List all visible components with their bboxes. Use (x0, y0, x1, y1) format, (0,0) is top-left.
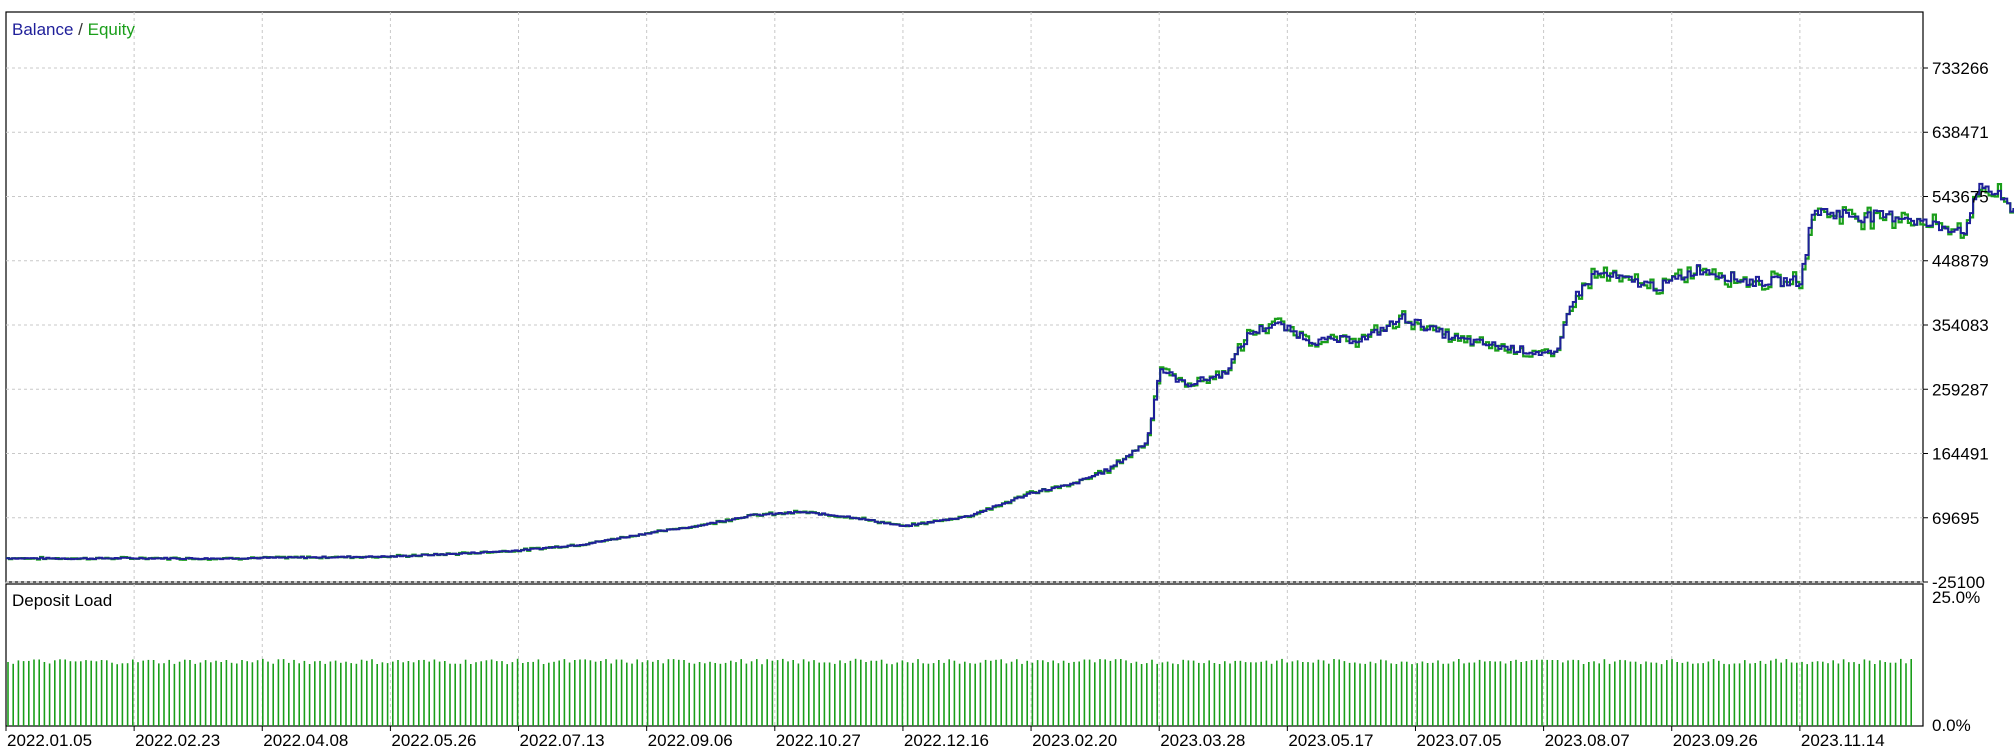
x-tick-label: 2022.09.06 (648, 731, 733, 750)
deposit-load-title: Deposit Load (12, 591, 112, 610)
balance-equity-panel: 733266 638471 543675 448879 354083 259287 1644… (5, 11, 2014, 592)
balance-equity-frame (5, 11, 1924, 583)
balance-equity-grid (6, 12, 1923, 583)
x-tick-label: 2023.08.07 (1545, 731, 1630, 750)
x-tick-label: 2022.07.13 (520, 731, 605, 750)
x-tick-label: 2023.09.26 (1673, 731, 1758, 750)
deposit-load-panel: 25.0% 0.0% Deposit Load (5, 583, 1980, 735)
y-tick-label: 354083 (1932, 316, 1989, 335)
x-tick-label: 2022.05.26 (391, 731, 476, 750)
legend-separator: / (73, 20, 87, 39)
x-tick-label: 2023.11.14 (1801, 731, 1885, 750)
x-tick-label: 2022.12.16 (904, 731, 989, 750)
x-tick-label: 2023.02.20 (1032, 731, 1117, 750)
deposit-load-y-axis: 25.0% 0.0% (1932, 588, 1980, 735)
deposit-load-y-tick-label: 25.0% (1932, 588, 1980, 607)
balance-equity-y-axis: 733266 638471 543675 448879 354083 259287 1644… (1923, 59, 1989, 592)
x-tick-label: 2023.07.05 (1416, 731, 1501, 750)
x-tick-label: 2023.03.28 (1160, 731, 1245, 750)
balance-equity-lines (6, 182, 2014, 561)
chart-legend: Balance / Equity (12, 20, 135, 39)
legend-balance: Balance (12, 20, 73, 39)
x-tick-label: 2022.10.27 (776, 731, 861, 750)
x-tick-label: 2023.05.17 (1288, 731, 1373, 750)
x-tick-label: 2022.01.05 (7, 731, 92, 750)
y-tick-label: 259287 (1932, 380, 1989, 399)
deposit-load-y-tick-label: 0.0% (1932, 716, 1971, 735)
y-tick-label: 69695 (1932, 509, 1979, 528)
legend-equity: Equity (88, 20, 136, 39)
y-tick-label: 448879 (1932, 252, 1989, 271)
x-tick-label: 2022.04.08 (263, 731, 348, 750)
x-axis: 2022.01.05 2022.02.23 2022.04.08 2022.05.26… (5, 726, 1885, 750)
y-tick-label: -25100 (1932, 573, 1985, 592)
y-tick-label: 733266 (1932, 59, 1989, 78)
y-tick-label: 543675 (1932, 187, 1989, 206)
x-tick-label: 2022.02.23 (135, 731, 220, 750)
y-tick-label: 164491 (1932, 445, 1989, 464)
series-balance-line (6, 182, 2014, 561)
y-tick-label: 638471 (1932, 123, 1989, 142)
deposit-load-bars (7, 658, 1912, 726)
